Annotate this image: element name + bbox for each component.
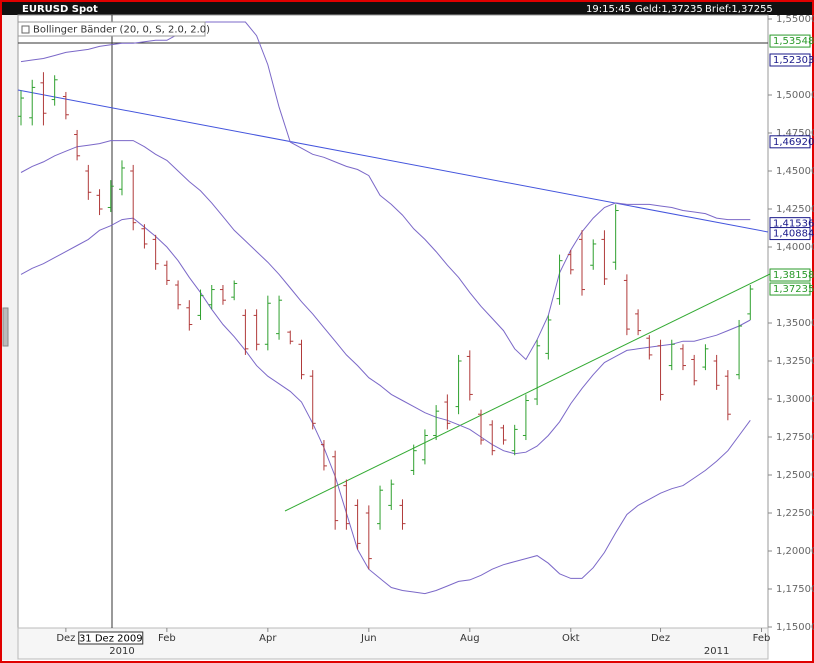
price-flag-label: 1,40884 <box>773 229 814 240</box>
y-tick-label: 1,25000 <box>776 470 814 481</box>
bid-price: Geld:1,37235 <box>635 4 703 15</box>
bollinger-lower <box>20 217 751 595</box>
crosshair-label: 31 Dez 2009 <box>79 634 143 645</box>
y-tick-label: 1,32500 <box>776 356 814 367</box>
crosshair-label-box <box>78 631 144 645</box>
y-tick-label: 1,17500 <box>776 584 814 595</box>
bollinger-middle <box>20 140 751 455</box>
price-flag-label: 1,46920 <box>773 137 814 148</box>
plot-marks <box>18 21 754 595</box>
y-tick-label: 1,22500 <box>776 508 814 519</box>
y-tick-label: 1,20000 <box>776 546 814 557</box>
instrument-title: EURUSD Spot <box>22 4 98 15</box>
y-tick-label: 1,50000 <box>776 90 814 101</box>
price-flag <box>769 135 811 149</box>
x-year-label: 2010 <box>109 646 134 657</box>
y-tick-label: 1,27500 <box>776 432 814 443</box>
x-tick-label: Aug <box>460 633 480 644</box>
side-tab[interactable] <box>2 307 9 347</box>
price-flag <box>769 282 811 296</box>
y-tick-label: 1,35000 <box>776 318 814 329</box>
clock: 19:15:45 <box>586 4 631 15</box>
x-tick-label: Feb <box>158 633 176 644</box>
price-flag <box>769 227 811 241</box>
bollinger-upper <box>20 21 751 361</box>
y-tick-label: 1,45000 <box>776 166 814 177</box>
x-tick-label: Apr <box>259 633 277 644</box>
y-tick-label: 1,42500 <box>776 204 814 215</box>
x-tick-label: Jun <box>360 633 377 644</box>
y-tick-label: 1,47500 <box>776 128 814 139</box>
x-year-label: 2011 <box>704 646 729 657</box>
price-flag <box>769 34 811 48</box>
x-tick-label: Feb <box>753 633 771 644</box>
price-flag-label: 1,53548 <box>773 36 814 47</box>
y-tick-label: 1,15000 <box>776 622 814 633</box>
x-tick-label: Okt <box>562 633 580 644</box>
trendline-resistance[interactable] <box>17 89 769 233</box>
x-tick-label: Dez <box>56 633 75 644</box>
plot-area <box>17 14 769 629</box>
indicator-label: Bollinger Bänder (20, 0, S, 2.0, 2.0) <box>33 25 210 36</box>
title-bar <box>2 2 812 15</box>
trendline-support[interactable] <box>284 273 771 512</box>
x-tick-label: Dez <box>651 633 670 644</box>
y-tick-label: 1,55000 <box>776 14 814 25</box>
price-flag-label: 1,37235 <box>773 284 814 295</box>
indicator-legend[interactable] <box>17 21 206 37</box>
price-flag <box>769 53 811 67</box>
price-flag <box>769 268 811 282</box>
left-gutter <box>2 15 18 660</box>
legend-checkbox[interactable] <box>21 25 30 34</box>
price-flag-label: 1,38158 <box>773 270 814 281</box>
y-tick-label: 1,40000 <box>776 242 814 253</box>
price-flag-label: 1,41536 <box>773 219 814 230</box>
ask-price: Brief:1,37255 <box>705 4 773 15</box>
y-tick-label: 1,30000 <box>776 394 814 405</box>
price-flag-label: 1,52303 <box>773 55 814 66</box>
